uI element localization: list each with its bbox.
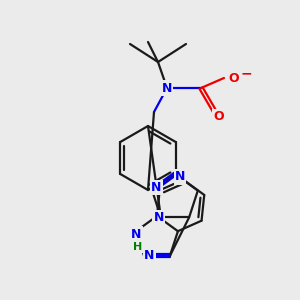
Text: N: N <box>162 82 172 94</box>
Text: −: − <box>240 66 252 80</box>
Text: N: N <box>131 228 141 241</box>
Text: N: N <box>154 211 164 224</box>
Text: H: H <box>134 242 143 252</box>
Text: N: N <box>144 249 154 262</box>
Text: O: O <box>214 110 224 124</box>
Text: O: O <box>229 71 239 85</box>
Text: N: N <box>175 170 185 184</box>
Text: N: N <box>151 181 161 194</box>
